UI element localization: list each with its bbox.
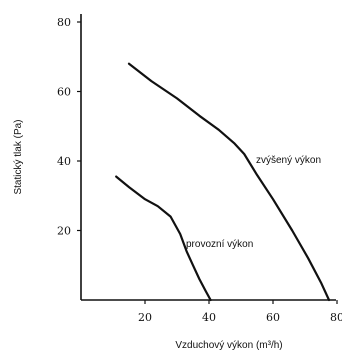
x-tick-label: 40 [202,311,216,324]
y-tick-label: 60 [57,86,71,99]
annotation-zvyseny-vykon: zvýšený výkon [256,155,321,166]
x-tick-label: 20 [138,311,152,324]
curve-zvyseny-vykon [127,62,331,302]
annotation-provozni-vykon: provozní výkon [186,239,253,250]
x-axis-title: Vzduchový výkon (m³/h) [175,340,282,351]
y-tick-label: 40 [57,155,71,168]
x-tick-label: 60 [266,311,280,324]
curves [115,62,331,302]
y-tick-label: 20 [57,225,71,238]
y-tick-label: 80 [57,16,71,29]
x-tick-label: 80 [330,311,342,324]
ticks: 20 40 60 80 20 40 60 80 [57,16,342,324]
y-axis-title: Statický tlak (Pa) [13,119,24,194]
curve-provozni-vykon [115,175,212,302]
